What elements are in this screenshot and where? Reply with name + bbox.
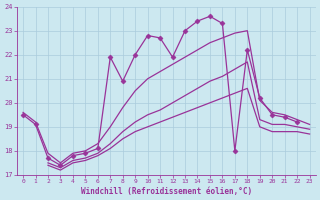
X-axis label: Windchill (Refroidissement éolien,°C): Windchill (Refroidissement éolien,°C) [81, 187, 252, 196]
